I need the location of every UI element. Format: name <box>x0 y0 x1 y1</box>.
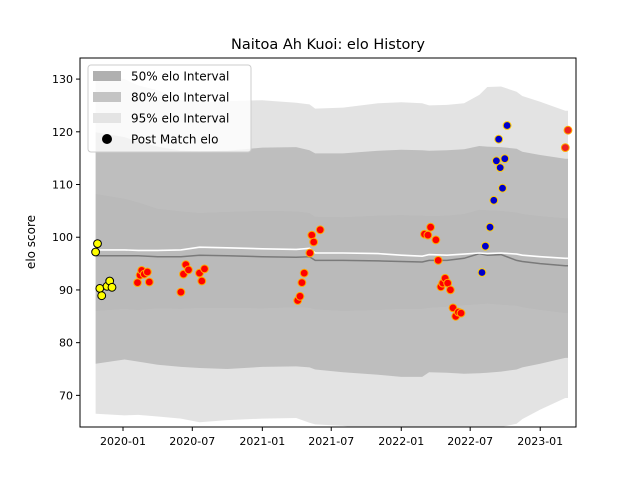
legend-label: 50% elo Interval <box>131 70 229 84</box>
post-match-elo-point <box>478 269 486 277</box>
y-tick-label: 70 <box>59 389 73 402</box>
post-match-elo-point <box>316 226 324 234</box>
post-match-elo-point <box>92 248 100 256</box>
y-tick-label: 100 <box>52 231 73 244</box>
post-match-elo-point <box>503 122 511 130</box>
x-tick-label: 2020-07 <box>169 435 215 448</box>
legend-label: 95% elo Interval <box>131 112 229 126</box>
y-tick-label: 120 <box>52 126 73 139</box>
x-tick-label: 2021-07 <box>308 435 354 448</box>
post-match-elo-point <box>496 164 504 172</box>
post-match-elo-point <box>490 196 498 204</box>
y-tick-label: 130 <box>52 73 73 86</box>
post-match-elo-point <box>447 286 455 294</box>
post-match-elo-point <box>495 135 503 143</box>
x-tick-label: 2022-01 <box>378 435 424 448</box>
post-match-elo-point <box>145 278 153 286</box>
post-match-elo-point <box>457 309 465 317</box>
x-tick-label: 2023-01 <box>517 435 563 448</box>
x-tick-label: 2022-07 <box>447 435 493 448</box>
post-match-elo-point <box>201 265 209 273</box>
post-match-elo-point <box>432 236 440 244</box>
post-match-elo-point <box>501 155 509 163</box>
post-match-elo-point <box>198 277 206 285</box>
post-match-elo-point <box>298 279 306 287</box>
post-match-elo-point <box>564 126 572 134</box>
legend-swatch <box>93 113 121 123</box>
post-match-elo-point <box>482 242 490 250</box>
post-match-elo-point <box>134 279 142 287</box>
post-match-elo-point <box>300 269 308 277</box>
y-axis-label: elo score <box>24 215 38 269</box>
legend: 50% elo Interval 80% elo Interval 95% elo … <box>88 65 251 152</box>
legend-swatch <box>93 71 121 81</box>
post-match-elo-point <box>434 257 442 265</box>
x-tick-label: 2021-01 <box>239 435 285 448</box>
post-match-elo-point <box>486 223 494 231</box>
post-match-elo-point <box>561 144 569 152</box>
post-match-elo-point <box>177 288 185 296</box>
post-match-elo-point <box>427 223 435 231</box>
post-match-elo-point <box>306 249 314 257</box>
post-match-elo-point <box>296 292 304 300</box>
legend-marker <box>102 134 112 144</box>
post-match-elo-point <box>499 184 507 192</box>
legend-label: Post Match elo <box>131 133 218 147</box>
post-match-elo-point <box>144 268 152 276</box>
y-tick-label: 110 <box>52 179 73 192</box>
post-match-elo-point <box>96 285 104 293</box>
post-match-elo-point <box>185 266 193 274</box>
y-tick-label: 80 <box>59 337 73 350</box>
post-match-elo-point <box>94 240 102 248</box>
post-match-elo-point <box>98 292 106 300</box>
post-match-elo-point <box>108 283 116 291</box>
x-tick-label: 2020-01 <box>100 435 146 448</box>
chart-title: Naitoa Ah Kuoi: elo History <box>231 37 425 53</box>
post-match-elo-point <box>424 231 432 239</box>
legend-swatch <box>93 92 121 102</box>
post-match-elo-point <box>310 238 318 246</box>
y-tick-label: 90 <box>59 284 73 297</box>
legend-label: 80% elo Interval <box>131 91 229 105</box>
